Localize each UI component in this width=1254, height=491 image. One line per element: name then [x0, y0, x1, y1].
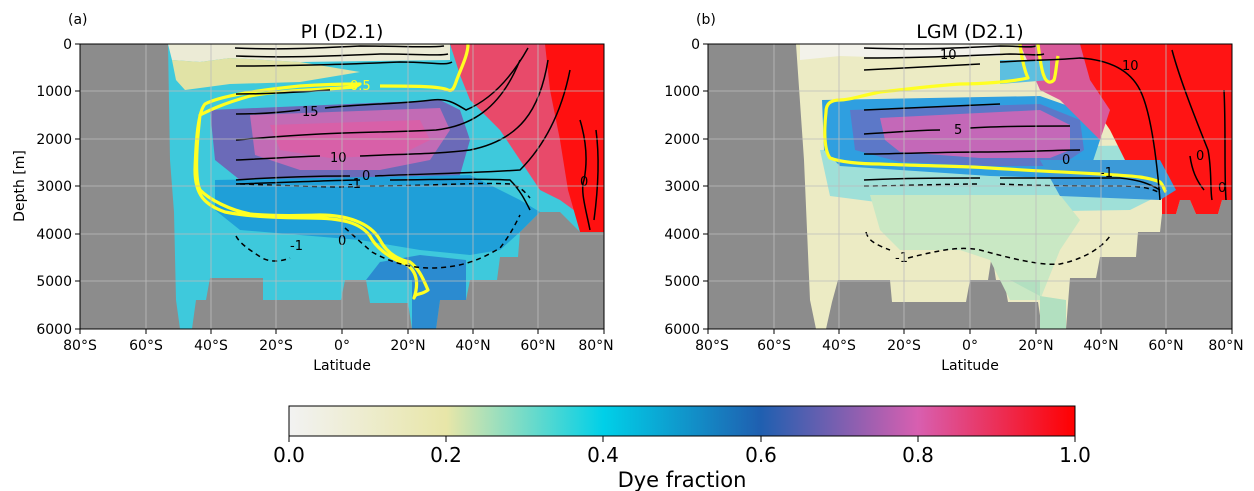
panel-a-ytick-0: 0: [63, 37, 72, 53]
panel-b-contour-label-m1: -1: [1100, 166, 1113, 181]
panel-b-xtick-40n: 40°N: [1083, 338, 1118, 354]
panel-a-xtick-60n: 60°N: [520, 338, 555, 354]
panel-a-xtick-60s: 60°S: [129, 338, 163, 354]
panel-b-yellow-contour: [823, 44, 1168, 194]
colorbar-tick-5: 1.0: [1059, 443, 1091, 467]
panel-a-xtick-80s: 80°S: [63, 338, 97, 354]
panel-a: 15 10 0 -1 -1 0 0 0.5: [12, 12, 614, 374]
panel-b-ytick-5000: 5000: [664, 274, 700, 290]
colorbar: 0.0 0.2 0.4 0.6 0.8 1.0 Dye fraction: [273, 405, 1091, 491]
panel-a-ytick-1000: 1000: [36, 84, 72, 100]
panel-b-contour-label-0: 0: [1062, 153, 1070, 168]
panel-a-xtick-40n: 40°N: [455, 338, 490, 354]
panel-a-contour-label-15: 15: [302, 105, 319, 120]
colorbar-tick-4: 0.8: [902, 443, 934, 467]
panel-b-contour-label-0-nh2: 0: [1218, 181, 1226, 196]
panel-b-xtick-60s: 60°S: [757, 338, 791, 354]
panel-a-contour-label-m1-deep: -1: [290, 239, 303, 254]
panel-b-letter: (b): [696, 12, 716, 28]
panel-b-contour-label-10-nh: 10: [1122, 59, 1139, 74]
panel-b-ytick-4000: 4000: [664, 227, 700, 243]
panel-b-contour-label-0-nh1: 0: [1196, 149, 1204, 164]
panel-a-ytick-5000: 5000: [36, 274, 72, 290]
colorbar-tick-1: 0.2: [430, 443, 462, 467]
panel-b-xtick-0: 0°: [962, 338, 978, 354]
panel-b-contour-label-m1-deep: -1: [895, 251, 908, 266]
panel-b-ytick-2000: 2000: [664, 132, 700, 148]
panel-a-ytick-3000: 3000: [36, 179, 72, 195]
panel-a-xtick-80n: 80°N: [578, 338, 613, 354]
panel-b-contour-label-5: 5: [954, 123, 962, 138]
panel-a-xlabel: Latitude: [313, 358, 371, 374]
panel-a-ytick-6000: 6000: [36, 322, 72, 338]
panel-b-xtick-20n: 20°N: [1018, 338, 1053, 354]
panel-b-xlabel: Latitude: [941, 358, 999, 374]
panel-b-xtick-40s: 40°S: [822, 338, 856, 354]
colorbar-tick-3: 0.6: [745, 443, 777, 467]
panel-a-yellow-contour: [193, 82, 430, 300]
panel-a-xtick-40s: 40°S: [194, 338, 228, 354]
panel-a-letter: (a): [68, 12, 88, 28]
panel-a-contour-label-05: 0.5: [350, 79, 371, 94]
panel-a-ytick-2000: 2000: [36, 132, 72, 148]
panel-a-contour-label-10: 10: [330, 151, 347, 166]
colorbar-label: Dye fraction: [618, 468, 747, 491]
panel-b-xtick-60n: 60°N: [1148, 338, 1183, 354]
colorbar-gradient: [288, 405, 1076, 437]
panel-b-xtick-80n: 80°N: [1208, 338, 1243, 354]
panel-b-ytick-0: 0: [691, 37, 700, 53]
panel-a-xtick-0: 0°: [334, 338, 350, 354]
panel-b-ytick-6000: 6000: [664, 322, 700, 338]
panel-b-grid: [708, 44, 1232, 329]
panel-b-contour-label-10: 10: [940, 48, 957, 63]
panel-a-title: PI (D2.1): [301, 21, 384, 43]
panel-b-ytick-3000: 3000: [664, 179, 700, 195]
panel-a-xtick-20n: 20°N: [390, 338, 425, 354]
panel-b-field: [708, 44, 1232, 329]
panel-b-xtick-80s: 80°S: [695, 338, 729, 354]
panel-b-xtick-20s: 20°S: [887, 338, 921, 354]
panel-a-contour-label-m1: -1: [348, 177, 361, 192]
colorbar-tick-0: 0.0: [273, 443, 305, 467]
colorbar-tick-2: 0.4: [587, 443, 619, 467]
panel-a-grid: [80, 44, 604, 329]
panel-a-ylabel: Depth [m]: [12, 150, 28, 222]
panel-a-xtick-20s: 20°S: [259, 338, 293, 354]
panel-b-ytick-1000: 1000: [664, 84, 700, 100]
panel-b-contours: [863, 45, 1227, 266]
panel-a-contour-label-0: 0: [362, 169, 370, 184]
panel-a-ytick-4000: 4000: [36, 227, 72, 243]
panel-b-title: LGM (D2.1): [916, 21, 1023, 43]
panel-a-contour-label-0-nh: 0: [580, 175, 588, 190]
panel-b: 10 10 5 0 -1 -1 0 0 80: [664, 12, 1243, 374]
